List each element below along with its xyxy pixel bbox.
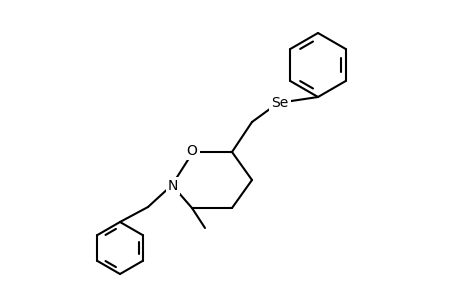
Text: O: O bbox=[186, 144, 197, 158]
Text: Se: Se bbox=[271, 96, 288, 110]
Text: N: N bbox=[168, 179, 178, 193]
